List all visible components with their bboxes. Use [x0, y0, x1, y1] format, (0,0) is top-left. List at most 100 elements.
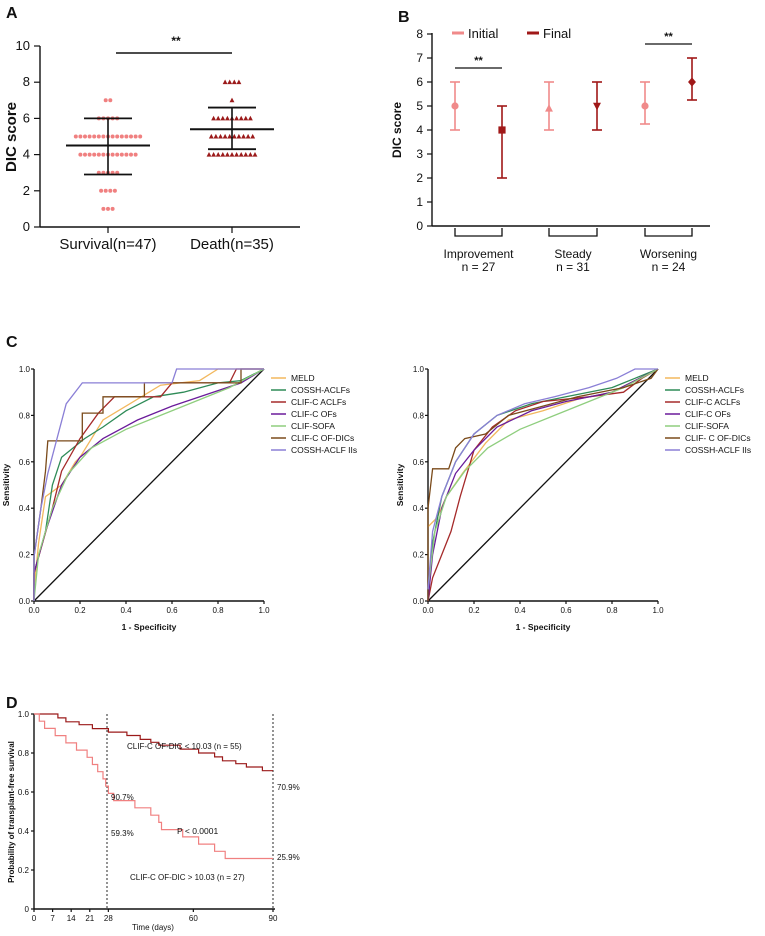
cr-x-tick-label: 0.4	[514, 606, 526, 615]
cl-y-tick-label: 0.2	[19, 551, 31, 560]
a-data-point	[83, 152, 87, 157]
cl-x-tick-label: 0.6	[166, 606, 178, 615]
cl-legend-label: MELD	[291, 373, 315, 383]
a-data-point	[231, 133, 237, 139]
d-x-tick-label: 0	[32, 914, 37, 923]
a-data-point	[247, 115, 253, 121]
b-significance-label: **	[474, 55, 483, 67]
cr-reference-diagonal	[427, 368, 659, 602]
cl-y-tick-label: 0.0	[19, 597, 31, 606]
a-data-point	[101, 206, 106, 211]
b-significance-label: **	[664, 31, 673, 43]
a-data-point	[224, 151, 230, 157]
d-y-tick-label: 0.8	[18, 749, 30, 758]
a-data-point	[87, 134, 92, 139]
b-mean-marker	[593, 102, 601, 111]
cr-y-tick-label: 1.0	[413, 365, 425, 374]
cl-x-tick-label: 1.0	[258, 606, 270, 615]
cl-y-tick-label: 0.4	[19, 504, 31, 513]
d-x-axis-label: Time (days)	[132, 923, 174, 932]
a-data-point	[103, 98, 108, 103]
a-data-point	[211, 115, 217, 121]
a-data-point	[129, 134, 133, 139]
d-y-tick-label: 0	[25, 905, 30, 914]
b-group-n: n = 27	[462, 260, 496, 274]
cl-roc-curve	[33, 368, 265, 602]
b-mean-marker	[545, 104, 553, 112]
a-data-point	[110, 134, 115, 139]
b-group-n: n = 24	[652, 260, 686, 274]
a-data-point	[241, 133, 246, 139]
d-x-tick-label: 7	[50, 914, 55, 923]
a-data-point	[234, 151, 240, 157]
cr-y-tick-label: 0.4	[413, 504, 425, 513]
cr-y-tick-label: 0.8	[413, 411, 425, 420]
a-data-point	[138, 134, 143, 139]
cr-legend-label: COSSH-ACLF IIs	[685, 445, 751, 455]
a-data-point	[213, 133, 219, 139]
cl-reference-diagonal	[33, 368, 265, 602]
cr-y-axis-label: Sensitivity	[395, 463, 405, 506]
a-data-point	[229, 97, 235, 103]
a-data-point	[238, 115, 244, 121]
a-y-tick-label: 4	[23, 147, 30, 162]
cr-roc-curve	[427, 368, 658, 590]
a-y-tick-label: 10	[16, 38, 30, 53]
panel-letter-a: A	[6, 5, 18, 22]
a-y-tick-label: 6	[23, 110, 30, 125]
b-y-tick-label: 5	[416, 99, 423, 113]
a-data-point	[231, 79, 237, 85]
b-y-tick-label: 6	[416, 75, 423, 89]
a-data-point	[92, 152, 97, 157]
d-x-tick-label: 60	[189, 914, 198, 923]
b-legend-final: Final	[543, 26, 571, 41]
a-data-point	[119, 134, 124, 139]
a-data-point	[250, 133, 256, 139]
a-data-point	[227, 133, 233, 139]
a-significance-label: **	[171, 34, 181, 48]
cr-roc-curve	[427, 368, 659, 602]
a-data-point	[133, 134, 138, 139]
panel-a-chart: DIC score 0 2 4 6 8 10 Survival(n=47) Death(n=…	[3, 34, 300, 253]
panel-c-left-roc: 0.00.0 0.2 0.2 0.4 0.4 0.6 0.6 0.8 0.8 1.0 1.0 1 - …	[1, 365, 357, 632]
a-y-tick-label: 8	[23, 74, 30, 89]
cr-roc-curve	[427, 368, 659, 601]
b-group-label: Steady	[554, 247, 591, 261]
a-data-point	[99, 188, 104, 193]
cr-legend-label: CLIF-C ACLFs	[685, 397, 740, 407]
b-y-tick-label: 4	[416, 123, 423, 137]
d-label-25-9: 25.9%	[277, 853, 300, 862]
d-survival-curve	[34, 713, 273, 772]
a-data-point	[101, 152, 106, 157]
d-x-tick-label: 14	[67, 914, 76, 923]
d-y-tick-label: 0.6	[18, 788, 30, 797]
a-y-tick-label: 2	[23, 183, 30, 198]
cl-y-axis-label: Sensitivity	[1, 463, 11, 506]
a-data-point	[211, 151, 217, 157]
cl-legend-label: COSSH-ACLF IIs	[291, 445, 357, 455]
a-data-point	[238, 151, 244, 157]
a-data-point	[110, 152, 115, 157]
a-data-point	[96, 152, 101, 157]
a-data-point	[83, 134, 87, 139]
b-y-tick-label: 0	[416, 219, 423, 233]
cr-x-tick-label: 0.0	[422, 606, 434, 615]
cl-roc-curve	[33, 368, 264, 601]
b-legend-initial: Initial	[468, 26, 498, 41]
panel-letter-d: D	[6, 695, 18, 712]
cl-y-tick-label: 1.0	[19, 365, 31, 374]
cr-x-tick-label: 0.6	[560, 606, 572, 615]
a-y-axis-label: DIC score	[3, 102, 20, 172]
cr-roc-curve	[427, 368, 659, 590]
d-y-axis-label: Probability of transplant-free survival	[7, 741, 16, 883]
cr-x-tick-label: 0.8	[606, 606, 618, 615]
a-y-tick-label: 0	[23, 219, 30, 234]
a-data-point	[206, 151, 212, 157]
cl-y-tick-label: 0.6	[19, 458, 31, 467]
a-data-point	[245, 133, 251, 139]
cr-x-axis-label: 1 - Specificity	[516, 622, 571, 632]
cr-legend-label: COSSH-ACLFs	[685, 385, 744, 395]
a-data-point	[236, 79, 242, 85]
a-data-point	[78, 134, 83, 139]
